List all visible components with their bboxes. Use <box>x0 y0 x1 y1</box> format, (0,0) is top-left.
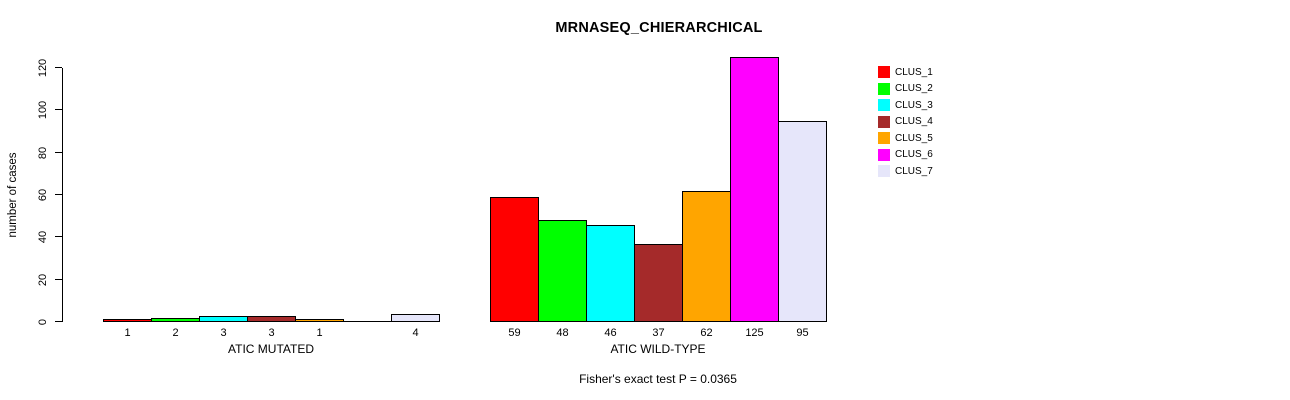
bar-clus-4-atic-wild-type-value-label: 37 <box>652 327 665 339</box>
legend: CLUS_1 CLUS_2 CLUS_3 CLUS_4 CLUS_5 CLUS_6 CLUS… <box>878 66 998 186</box>
bar-clus-7-atic-wild-type <box>778 121 827 322</box>
fisher-test-annotation: Fisher's exact test P = 0.0365 <box>579 372 737 386</box>
bar-clus-7-atic-wild-type-value-label: 95 <box>796 327 809 339</box>
bar-clus-5-atic-mutated-value-label: 1 <box>316 327 323 339</box>
bar-clus-4-atic-mutated <box>247 316 296 322</box>
legend-swatch-clus-5 <box>878 132 890 144</box>
bar-clus-3-atic-mutated-value-label: 3 <box>220 327 227 339</box>
x-group-label-mutated: ATIC MUTATED <box>228 342 314 356</box>
bar-clus-2-atic-mutated <box>151 318 200 322</box>
bar-clus-1-atic-wild-type <box>490 197 539 322</box>
legend-item-clus-6: CLUS_6 <box>878 148 933 161</box>
bar-clus-3-atic-wild-type <box>586 225 635 322</box>
bar-clus-2-atic-mutated-value-label: 2 <box>172 327 179 339</box>
bar-clus-4-atic-mutated-value-label: 3 <box>268 327 275 339</box>
legend-item-clus-4: CLUS_4 <box>878 115 933 128</box>
legend-swatch-clus-4 <box>878 115 890 128</box>
legend-item-clus-2: CLUS_2 <box>878 82 933 95</box>
legend-swatch-clus-1 <box>878 66 890 78</box>
y-tick-label-0: 0 <box>37 318 49 326</box>
legend-label-clus-6: CLUS_6 <box>895 149 933 160</box>
legend-item-clus-5: CLUS_5 <box>878 132 933 144</box>
bar-clus-7-atic-mutated <box>391 314 440 322</box>
legend-item-clus-1: CLUS_1 <box>878 66 933 78</box>
legend-label-clus-1: CLUS_1 <box>895 66 933 78</box>
legend-item-clus-7: CLUS_7 <box>878 165 933 177</box>
bar-clus-4-atic-wild-type <box>634 244 683 322</box>
y-axis-line <box>62 68 63 322</box>
y-tick-label-20: 20 <box>37 273 49 287</box>
y-tick-80 <box>55 152 62 153</box>
legend-swatch-clus-2 <box>878 82 890 95</box>
bar-clus-6-atic-wild-type <box>730 57 779 322</box>
legend-swatch-clus-3 <box>878 99 890 111</box>
bar-clus-5-atic-mutated <box>295 319 344 322</box>
y-tick-40 <box>55 236 62 237</box>
y-tick-label-60: 60 <box>37 188 49 202</box>
y-tick-20 <box>55 279 62 280</box>
bar-clus-2-atic-wild-type <box>538 220 587 322</box>
y-tick-label-40: 40 <box>37 230 49 244</box>
bar-clus-6-atic-wild-type-value-label: 125 <box>745 327 764 339</box>
y-axis-title: number of cases <box>7 152 19 238</box>
bar-clus-1-atic-mutated <box>103 319 152 322</box>
bar-clus-3-atic-wild-type-value-label: 46 <box>604 327 617 339</box>
legend-label-clus-2: CLUS_2 <box>895 83 933 94</box>
bar-clus-5-atic-wild-type-value-label: 62 <box>700 327 713 339</box>
x-group-label-wildtype: ATIC WILD-TYPE <box>610 342 706 356</box>
y-tick-120 <box>55 67 62 68</box>
legend-item-clus-3: CLUS_3 <box>878 99 933 111</box>
y-tick-60 <box>55 194 62 195</box>
chart-title: MRNASEQ_CHIERARCHICAL <box>555 20 763 36</box>
legend-label-clus-5: CLUS_5 <box>895 132 933 144</box>
bar-clus-6-atic-mutated <box>343 321 392 322</box>
legend-swatch-clus-6 <box>878 148 890 161</box>
bar-clus-5-atic-wild-type <box>682 191 731 322</box>
y-tick-0 <box>55 321 62 322</box>
bar-clus-1-atic-wild-type-value-label: 59 <box>508 327 521 339</box>
y-tick-100 <box>55 109 62 110</box>
y-tick-label-100: 100 <box>37 100 49 120</box>
legend-label-clus-7: CLUS_7 <box>895 165 933 177</box>
bar-clus-1-atic-mutated-value-label: 1 <box>124 327 131 339</box>
legend-swatch-clus-7 <box>878 165 890 177</box>
bar-clus-7-atic-mutated-value-label: 4 <box>412 327 419 339</box>
y-tick-label-120: 120 <box>37 58 49 78</box>
bar-clus-3-atic-mutated <box>199 316 248 322</box>
bar-clus-2-atic-wild-type-value-label: 48 <box>556 327 569 339</box>
legend-label-clus-4: CLUS_4 <box>895 116 933 127</box>
legend-label-clus-3: CLUS_3 <box>895 99 933 111</box>
y-tick-label-80: 80 <box>37 146 49 160</box>
